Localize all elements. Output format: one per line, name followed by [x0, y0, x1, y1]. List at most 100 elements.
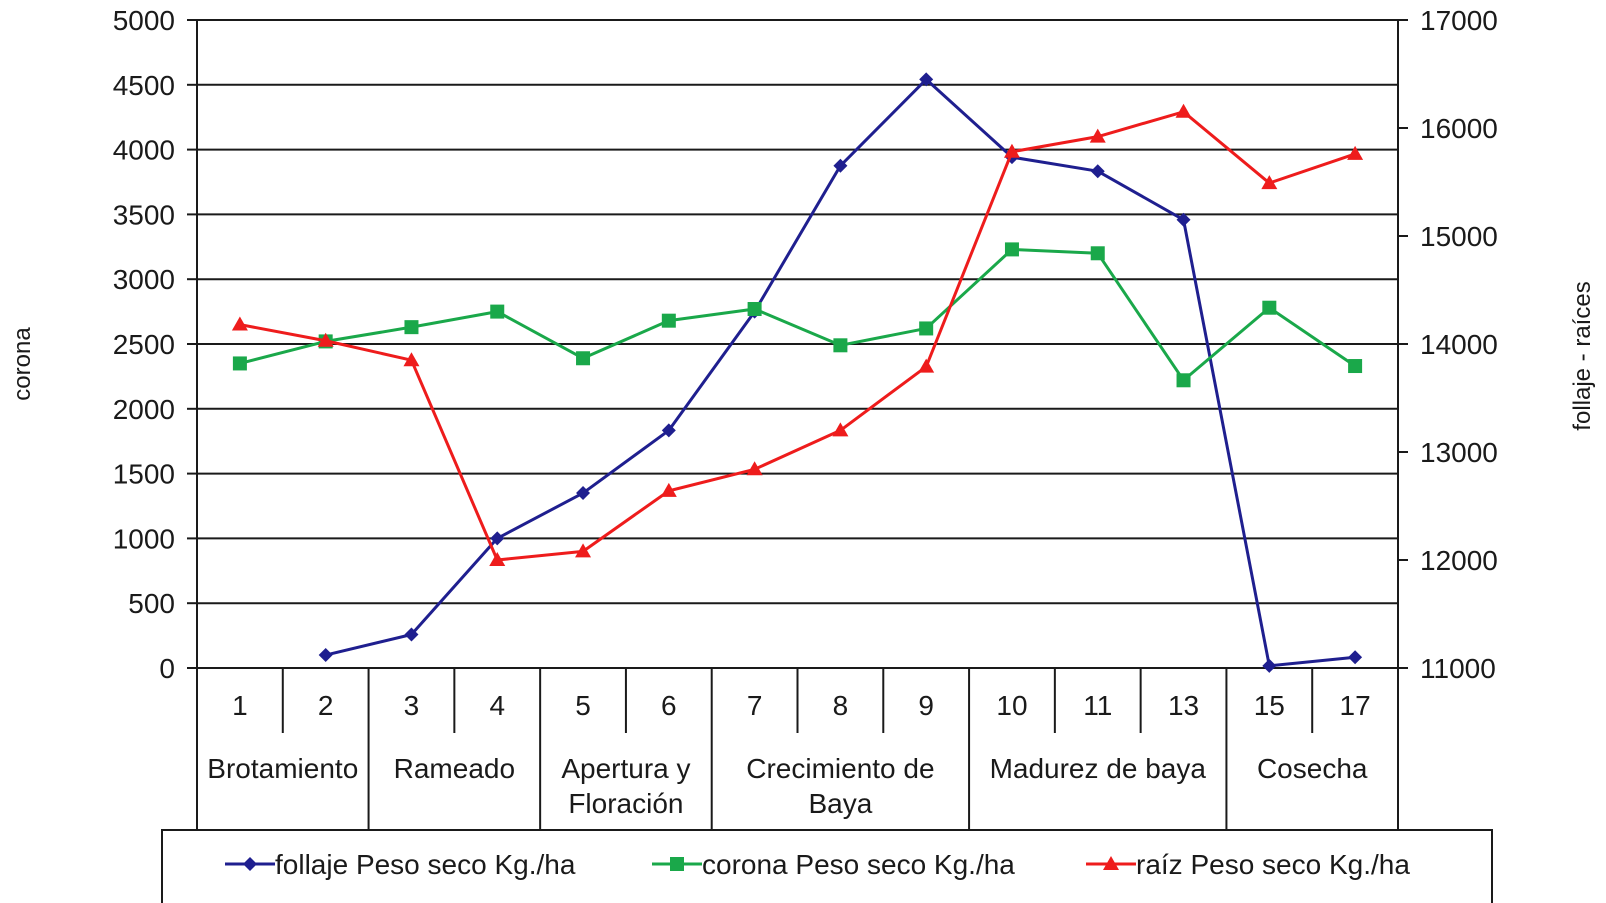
series-line — [239, 247, 1356, 382]
data-point — [919, 72, 934, 87]
category-label: 10 — [996, 690, 1027, 721]
category-label: 15 — [1254, 690, 1285, 721]
legend-item-raiz: raíz Peso seco Kg./ha — [1086, 849, 1410, 880]
data-point — [575, 543, 592, 558]
category-label: 4 — [489, 690, 505, 721]
y-left-tick-label: 2000 — [113, 394, 175, 425]
plot-frame — [196, 20, 1399, 832]
data-point — [833, 158, 848, 173]
legend-marker — [1103, 856, 1119, 870]
legend-label-raiz: raíz Peso seco Kg./ha — [1136, 849, 1410, 880]
y-right-tick-label: 12000 — [1420, 545, 1498, 576]
data-point — [1175, 103, 1192, 118]
data-point — [318, 648, 333, 663]
data-point — [1262, 658, 1277, 673]
series-corona — [232, 242, 1363, 388]
data-point — [661, 313, 676, 328]
data-point — [576, 486, 591, 501]
y-left-tick-label: 3500 — [113, 199, 175, 230]
data-point — [1348, 650, 1363, 665]
data-point — [1176, 212, 1191, 227]
y-left-tick-label: 500 — [128, 588, 175, 619]
data-point — [1004, 242, 1019, 257]
series-line — [239, 110, 1356, 562]
data-point — [919, 321, 934, 336]
y-left-tick-label: 3000 — [113, 264, 175, 295]
data-point — [747, 302, 762, 317]
stage-label: Madurez de baya — [990, 753, 1207, 784]
data-point — [832, 422, 849, 437]
grid-lines — [197, 19, 1398, 669]
legend: follaje Peso seco Kg./ha corona Peso sec… — [161, 829, 1493, 903]
y-axis-left-label: corona — [9, 327, 36, 401]
legend-item-follaje: follaje Peso seco Kg./ha — [225, 849, 576, 880]
legend-marker — [243, 857, 257, 871]
category-label: 2 — [318, 690, 334, 721]
category-label: 3 — [404, 690, 420, 721]
category-label: 17 — [1340, 690, 1371, 721]
stage-label: Cosecha — [1257, 753, 1368, 784]
category-label: 7 — [747, 690, 763, 721]
data-point — [1262, 300, 1277, 315]
category-label: 9 — [918, 690, 934, 721]
category-label: 8 — [833, 690, 849, 721]
data-point — [404, 320, 419, 335]
category-label: 1 — [232, 690, 248, 721]
stage-label: Rameado — [394, 753, 515, 784]
legend-marker-corona — [670, 857, 684, 871]
y-left-tick-label: 1500 — [113, 459, 175, 490]
legend-label-follaje: follaje Peso seco Kg./ha — [275, 849, 576, 880]
right-axis: 11000 12000 13000 14000 15000 16000 17000 — [1398, 5, 1498, 684]
data-point — [232, 356, 247, 371]
category-label: 5 — [575, 690, 591, 721]
data-point — [746, 461, 763, 476]
category-label: 6 — [661, 690, 677, 721]
legend-marker — [670, 857, 684, 871]
data-point — [403, 352, 420, 367]
data-point — [317, 332, 334, 347]
data-point — [489, 552, 506, 566]
stage-label: Crecimiento de — [746, 753, 934, 784]
stage-label: Brotamiento — [207, 753, 358, 784]
stage-label: Baya — [808, 788, 872, 819]
legend-box — [161, 829, 1493, 903]
data-point — [918, 358, 935, 373]
y-right-tick-label: 15000 — [1420, 221, 1498, 252]
legend-marker-raiz — [1103, 856, 1119, 870]
data-point — [1261, 175, 1278, 190]
data-point — [661, 423, 676, 438]
legend-item-corona: corona Peso seco Kg./ha — [652, 849, 1015, 880]
data-point — [1347, 145, 1364, 160]
series-raiz — [231, 103, 1364, 566]
data-point — [490, 531, 505, 546]
y-left-tick-label: 0 — [159, 653, 175, 684]
y-left-tick-label: 4500 — [113, 70, 175, 101]
data-point — [660, 482, 677, 497]
y-right-tick-label: 16000 — [1420, 113, 1498, 144]
data-point — [576, 351, 591, 366]
data-point — [404, 627, 419, 642]
series-follaje — [318, 72, 1363, 673]
y-right-tick-label: 14000 — [1420, 329, 1498, 360]
legend-label-corona: corona Peso seco Kg./ha — [702, 849, 1015, 880]
series — [231, 72, 1364, 673]
category-table: 1 2 3 4 5 6 7 8 9 10 11 13 15 17 Brotamiento Rameado Ape… — [207, 668, 1371, 832]
stage-label: Apertura y — [561, 753, 690, 784]
data-point — [231, 316, 248, 331]
y-left-tick-label: 5000 — [113, 5, 175, 36]
y-right-tick-label: 11000 — [1420, 653, 1496, 684]
data-point — [1176, 373, 1191, 388]
legend-marker-follaje — [243, 857, 257, 871]
category-label: 11 — [1083, 690, 1112, 721]
stage-label: Floración — [568, 788, 683, 819]
data-point — [1003, 143, 1020, 158]
data-point — [1089, 128, 1106, 143]
y-right-tick-label: 17000 — [1420, 5, 1498, 36]
data-point — [1348, 359, 1363, 374]
y-axis-right-label: follaje - raíces — [1569, 281, 1596, 430]
y-left-tick-label: 4000 — [113, 135, 175, 166]
y-left-tick-label: 2500 — [113, 329, 175, 360]
y-right-tick-label: 13000 — [1420, 437, 1498, 468]
left-axis: 0 500 1000 1500 2000 2500 3000 3500 4000 4500 5000 — [113, 5, 197, 684]
